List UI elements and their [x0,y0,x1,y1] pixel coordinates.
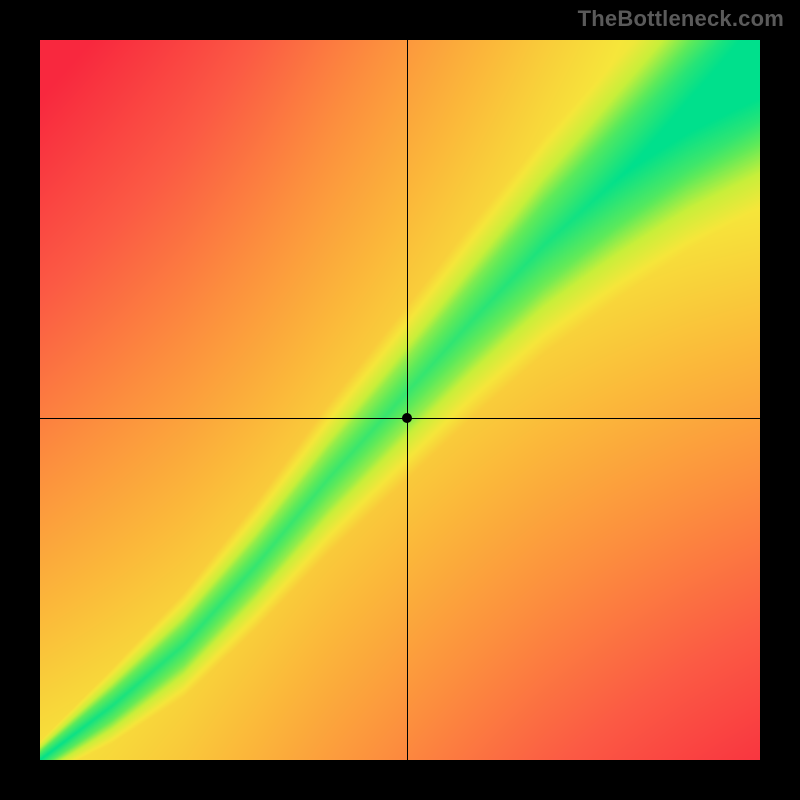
outer-frame: TheBottleneck.com [0,0,800,800]
crosshair-horizontal [40,418,760,419]
bottleneck-heatmap [40,40,760,760]
crosshair-vertical [407,40,408,760]
watermark-text: TheBottleneck.com [578,6,784,32]
plot-area [40,40,760,760]
marker-dot [402,413,412,423]
